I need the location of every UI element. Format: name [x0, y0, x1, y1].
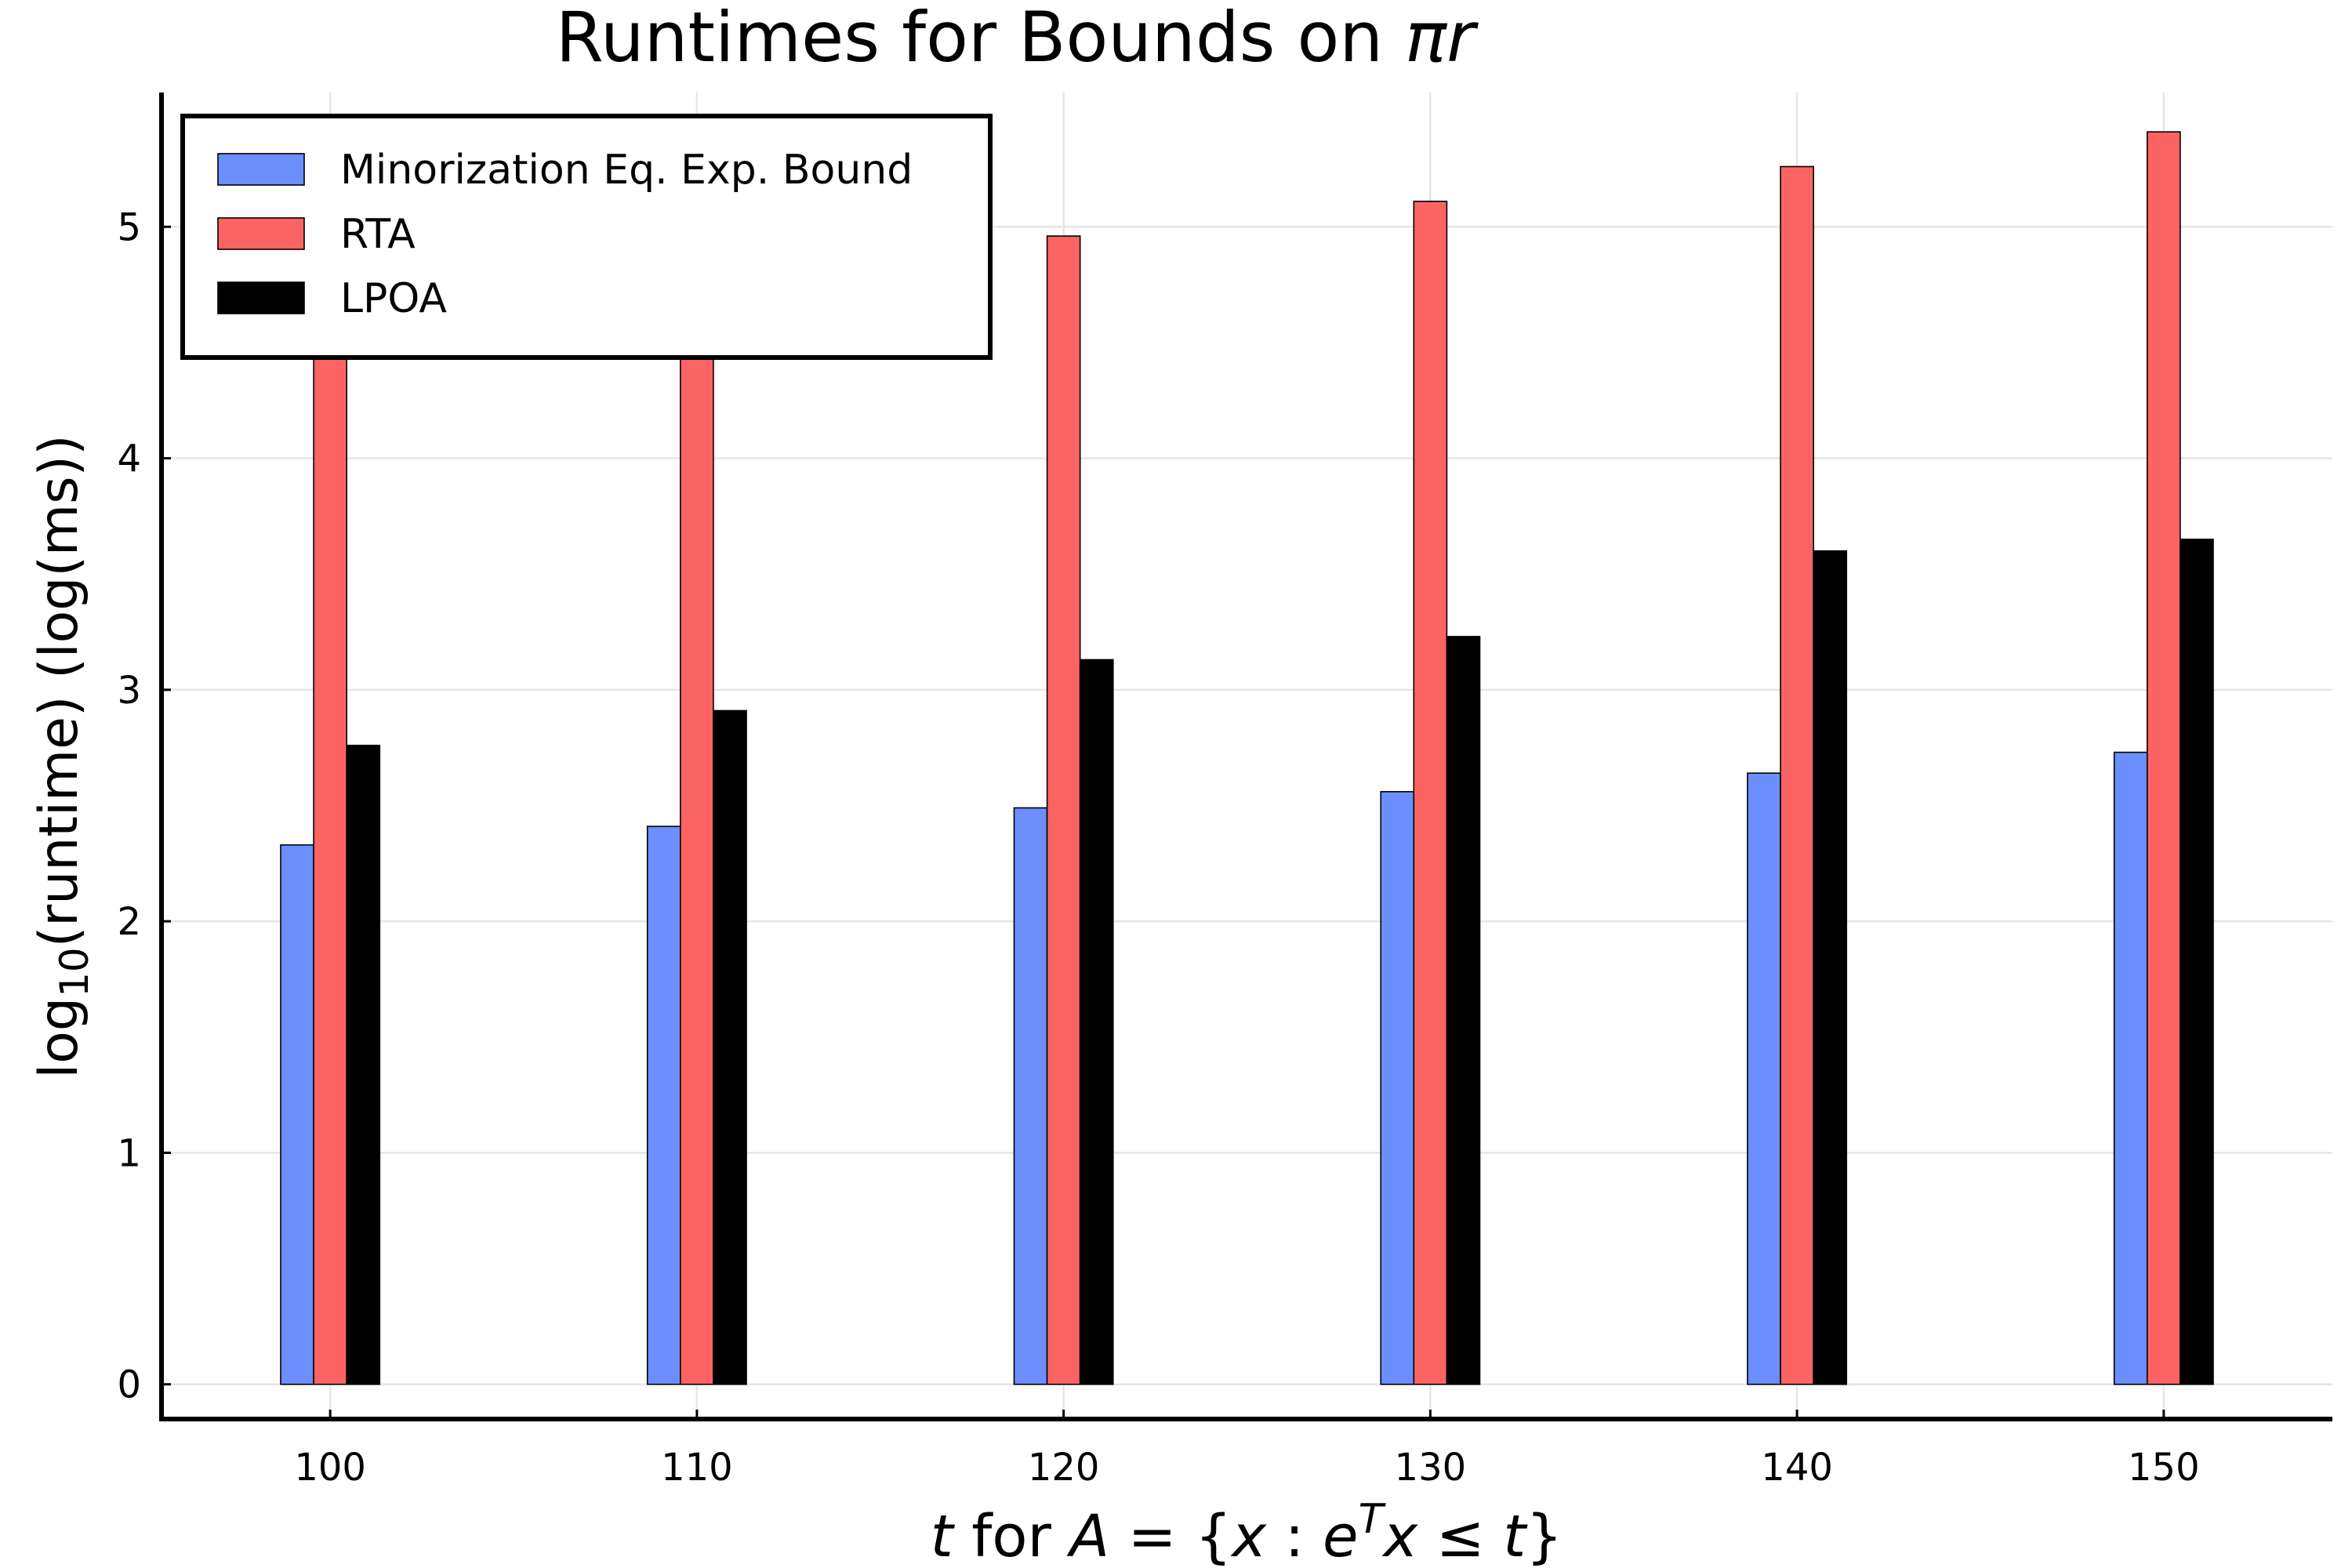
- chart-title: Runtimes for Bounds on πr: [556, 0, 1479, 78]
- bar-rta-140: [1780, 165, 1814, 1385]
- bar-lpoa-130: [1446, 636, 1481, 1385]
- bar-lpoa-100: [346, 744, 381, 1385]
- legend-label-rta: RTA: [340, 211, 416, 258]
- bar-lpoa-110: [713, 710, 747, 1385]
- legend-swatch-minorization: [217, 153, 305, 186]
- legend-swatch-lpoa: [217, 281, 305, 314]
- legend-label-minorization: Minorization Eq. Exp. Bound: [340, 147, 913, 194]
- legend: Minorization Eq. Exp. Bound RTA LPOA: [180, 114, 993, 360]
- bar-minorization-120: [1013, 807, 1048, 1385]
- bar-minorization-140: [1747, 772, 1781, 1385]
- x-tick-label-120: 120: [1028, 1446, 1100, 1490]
- y-tick-label-0: 0: [117, 1363, 141, 1407]
- bar-minorization-110: [646, 826, 681, 1385]
- bar-lpoa-150: [2180, 539, 2214, 1385]
- bar-minorization-150: [2113, 751, 2148, 1385]
- y-tick-label-5: 5: [117, 205, 141, 249]
- bar-lpoa-120: [1079, 659, 1114, 1385]
- y-axis-label: log10(runtime) (log(ms)): [28, 434, 97, 1078]
- y-tick-label-2: 2: [117, 900, 141, 944]
- bar-rta-130: [1413, 200, 1448, 1385]
- bar-minorization-130: [1380, 790, 1415, 1385]
- bar-minorization-100: [280, 844, 314, 1385]
- y-tick-label-4: 4: [117, 437, 141, 481]
- x-tick-label-130: 130: [1395, 1446, 1467, 1490]
- x-tick-label-100: 100: [294, 1446, 366, 1490]
- bar-rta-150: [2146, 131, 2181, 1385]
- y-tick-label-1: 1: [117, 1131, 141, 1175]
- bar-rta-100: [313, 314, 348, 1385]
- axes: [159, 93, 2332, 1421]
- bar-rta-110: [680, 274, 714, 1385]
- x-tick-label-150: 150: [2128, 1446, 2200, 1490]
- y-tick-label-3: 3: [117, 669, 141, 713]
- bars: [280, 131, 2214, 1385]
- legend-swatch-rta: [217, 217, 305, 250]
- bar-rta-120: [1046, 235, 1081, 1385]
- legend-box: [180, 114, 993, 360]
- tick-labels: 100 110 120 130 140 150 0 1 2 3 4 5: [117, 205, 2199, 1490]
- x-tick-label-140: 140: [1761, 1446, 1833, 1490]
- bar-lpoa-140: [1813, 550, 1848, 1385]
- legend-label-lpoa: LPOA: [340, 275, 447, 322]
- x-tick-label-110: 110: [661, 1446, 733, 1490]
- x-axis-label: t for A = {x : eTx ≤ t}: [931, 1496, 1563, 1568]
